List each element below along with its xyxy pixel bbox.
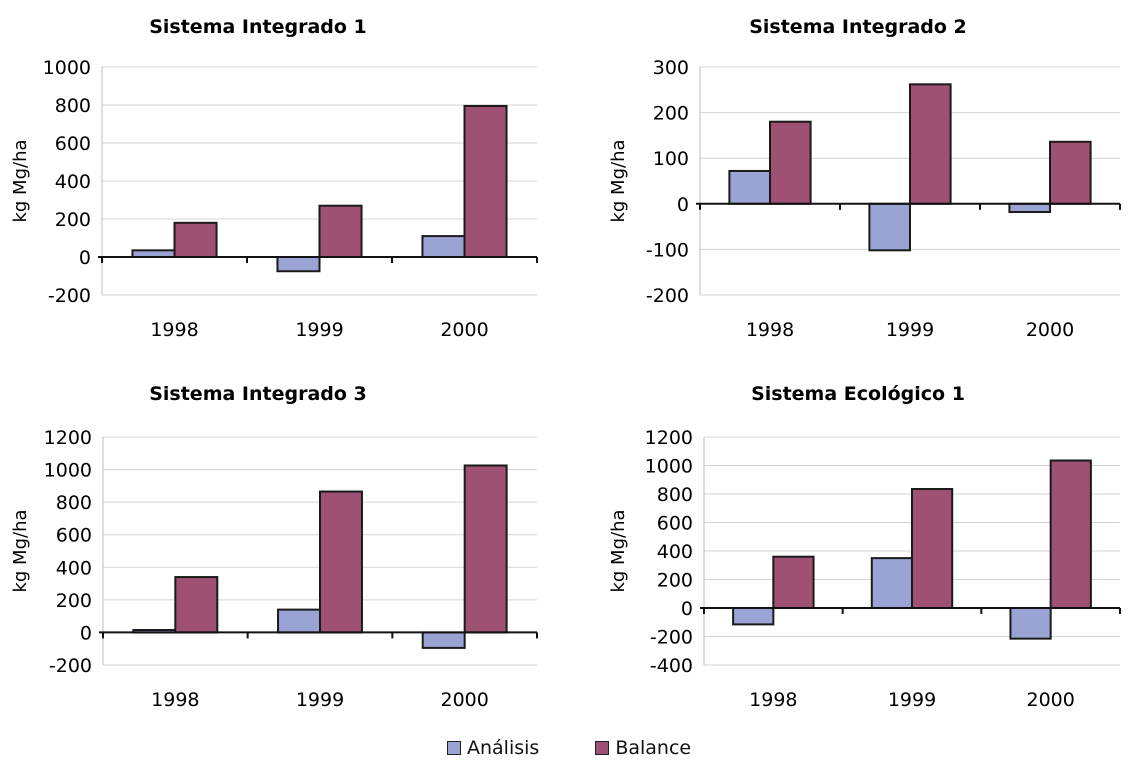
y-tick-label: 1200 bbox=[44, 427, 92, 449]
bar-analisis-2000 bbox=[421, 235, 466, 259]
category-label-1998: 1998 bbox=[746, 319, 794, 341]
y-tick-label: 0 bbox=[80, 622, 92, 644]
legend-item-analisis: Análisis bbox=[447, 737, 539, 759]
chart-title: Sistema Ecológico 1 bbox=[751, 383, 965, 405]
y-tick-label: 1000 bbox=[44, 460, 92, 482]
y-tick-label: -400 bbox=[650, 655, 693, 677]
y-tick-label: 100 bbox=[653, 148, 689, 170]
y-tick-label: 600 bbox=[55, 133, 91, 155]
legend-label-analisis: Análisis bbox=[467, 737, 540, 759]
chart-title: Sistema Integrado 2 bbox=[749, 16, 967, 38]
y-tick-label: 400 bbox=[56, 557, 92, 579]
legend-label-balance: Balance bbox=[615, 737, 692, 759]
y-tick-label: 200 bbox=[55, 209, 91, 231]
category-label-1999: 1999 bbox=[886, 319, 934, 341]
category-label-1998: 1998 bbox=[150, 319, 198, 341]
y-tick-label: 400 bbox=[55, 171, 91, 193]
bar-analisis-2000 bbox=[1008, 202, 1052, 214]
y-tick-label: -100 bbox=[646, 239, 689, 261]
y-tick-label: 1000 bbox=[43, 57, 91, 79]
chart-title: Sistema Integrado 1 bbox=[149, 16, 367, 38]
legend-item-balance: Balance bbox=[595, 737, 691, 759]
y-tick-label: 400 bbox=[657, 541, 693, 563]
y-tick-label: -200 bbox=[49, 655, 92, 677]
category-label-2000: 2000 bbox=[1026, 319, 1074, 341]
y-tick-label: 0 bbox=[681, 598, 693, 620]
bar-balance-1998 bbox=[174, 576, 219, 634]
bar-analisis-1999 bbox=[868, 202, 912, 252]
y-tick-label: -200 bbox=[646, 285, 689, 307]
bar-balance-1998 bbox=[772, 555, 815, 610]
bar-balance-1999 bbox=[911, 488, 954, 610]
legend-swatch-analisis bbox=[447, 741, 461, 755]
chart-panel-2: 300 200 100 0 -100 -200 1998 1999 2000 Sistema In… bbox=[608, 16, 1121, 341]
y-tick-label: 600 bbox=[56, 525, 92, 547]
y-tick-label: 600 bbox=[657, 513, 693, 535]
y-tick-label: -200 bbox=[650, 627, 693, 649]
y-axis-label: kg Mg/ha bbox=[608, 139, 629, 222]
bar-balance-2000 bbox=[463, 464, 508, 634]
y-tick-label: -200 bbox=[48, 285, 91, 307]
bar-analisis-1999 bbox=[277, 608, 321, 634]
y-tick-label: 1000 bbox=[645, 456, 693, 478]
category-label-1999: 1999 bbox=[296, 689, 344, 711]
bar-analisis-2000 bbox=[421, 631, 466, 649]
bar-analisis-1998 bbox=[728, 169, 772, 205]
bar-analisis-1998 bbox=[732, 607, 775, 626]
category-label-1998: 1998 bbox=[151, 689, 199, 711]
category-label-1999: 1999 bbox=[888, 689, 936, 711]
bar-analisis-1999 bbox=[276, 256, 321, 273]
y-tick-label: 200 bbox=[653, 103, 689, 125]
y-tick-label: 1200 bbox=[645, 427, 693, 449]
bar-analisis-1999 bbox=[870, 557, 914, 609]
y-tick-label: 0 bbox=[677, 194, 689, 216]
bar-balance-1999 bbox=[319, 490, 363, 634]
category-label-2000: 2000 bbox=[440, 319, 488, 341]
bar-balance-1998 bbox=[173, 221, 218, 259]
y-tick-label: 0 bbox=[79, 247, 91, 269]
category-label-2000: 2000 bbox=[440, 689, 488, 711]
y-tick-label: 200 bbox=[56, 590, 92, 612]
bar-balance-2000 bbox=[1049, 140, 1092, 205]
category-label-1999: 1999 bbox=[295, 319, 343, 341]
y-axis-label: kg Mg/ha bbox=[608, 509, 629, 592]
legend: Análisis Balance bbox=[447, 736, 747, 760]
bar-balance-1999 bbox=[318, 204, 363, 258]
y-axis-label: kg Mg/ha bbox=[10, 139, 31, 222]
y-tick-label: 800 bbox=[55, 95, 91, 117]
bar-analisis-2000 bbox=[1009, 607, 1052, 640]
y-tick-label: 300 bbox=[653, 57, 689, 79]
bar-balance-1999 bbox=[909, 83, 952, 205]
bar-balance-2000 bbox=[463, 104, 508, 258]
y-tick-label: 200 bbox=[657, 570, 693, 592]
legend-swatch-balance bbox=[595, 741, 610, 755]
bar-balance-1998 bbox=[769, 120, 812, 205]
category-label-2000: 2000 bbox=[1026, 689, 1074, 711]
y-axis-label: kg Mg/ha bbox=[10, 509, 31, 592]
category-label-1998: 1998 bbox=[749, 689, 797, 711]
chart-title: Sistema Integrado 3 bbox=[149, 383, 367, 405]
y-tick-label: 800 bbox=[56, 492, 92, 514]
y-tick-label: 800 bbox=[657, 484, 693, 506]
bar-balance-2000 bbox=[1049, 459, 1092, 610]
